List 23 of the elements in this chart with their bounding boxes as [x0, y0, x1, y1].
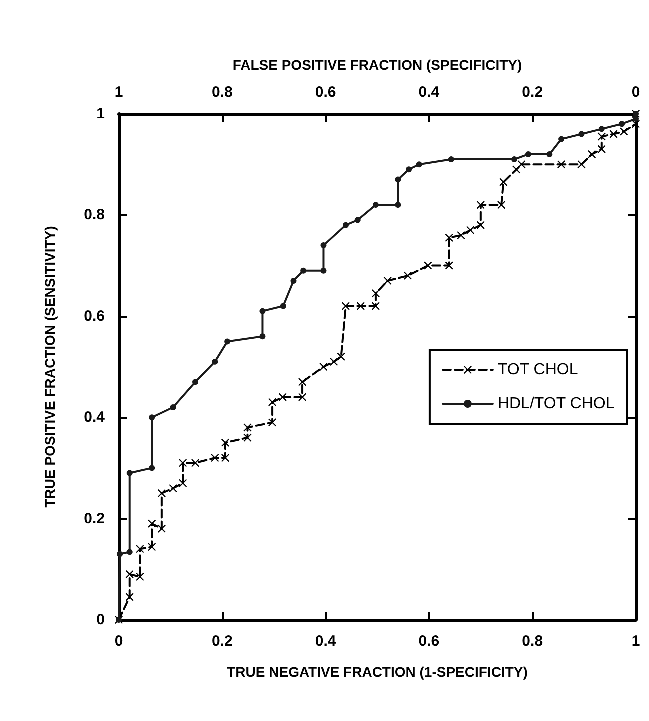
x2-tick-label: 0.2: [522, 84, 544, 101]
x-tick-label: 0: [114, 633, 124, 650]
x-tick-label: 0.4: [315, 633, 337, 650]
y-tick-label: 1: [96, 106, 105, 122]
y-axis-title: TRUE POSITIVE FRACTION (SENSITIVITY): [42, 226, 58, 508]
x2-tick-label: 0.6: [315, 84, 336, 101]
y-tick-label: 0: [96, 612, 105, 628]
x2-tick-label: 0.4: [418, 84, 440, 101]
y-tick-label: 0.6: [84, 308, 105, 325]
y-tick-label: 0.2: [84, 510, 105, 528]
y-tick-label: 0.4: [84, 409, 106, 426]
x-tick-label: 0.2: [212, 633, 233, 650]
x-tick-label: 1: [632, 633, 640, 650]
legend-label: TOT CHOL: [498, 362, 578, 378]
x-axis-title: TRUE NEGATIVE FRACTION (1-SPECIFICITY): [227, 664, 528, 680]
x2-tick-label: 1: [114, 84, 124, 101]
x-tick-label: 0.8: [522, 633, 544, 650]
x2-tick-label: 0: [632, 84, 640, 101]
x-tick-label: 0.6: [418, 633, 440, 650]
legend-label: HDL/TOT CHOL: [498, 396, 615, 412]
y-tick-label: 0.8: [84, 206, 105, 224]
x2-tick-label: 0.8: [212, 84, 233, 101]
x2-axis-title: FALSE POSITIVE FRACTION (SPECIFICITY): [232, 57, 522, 73]
